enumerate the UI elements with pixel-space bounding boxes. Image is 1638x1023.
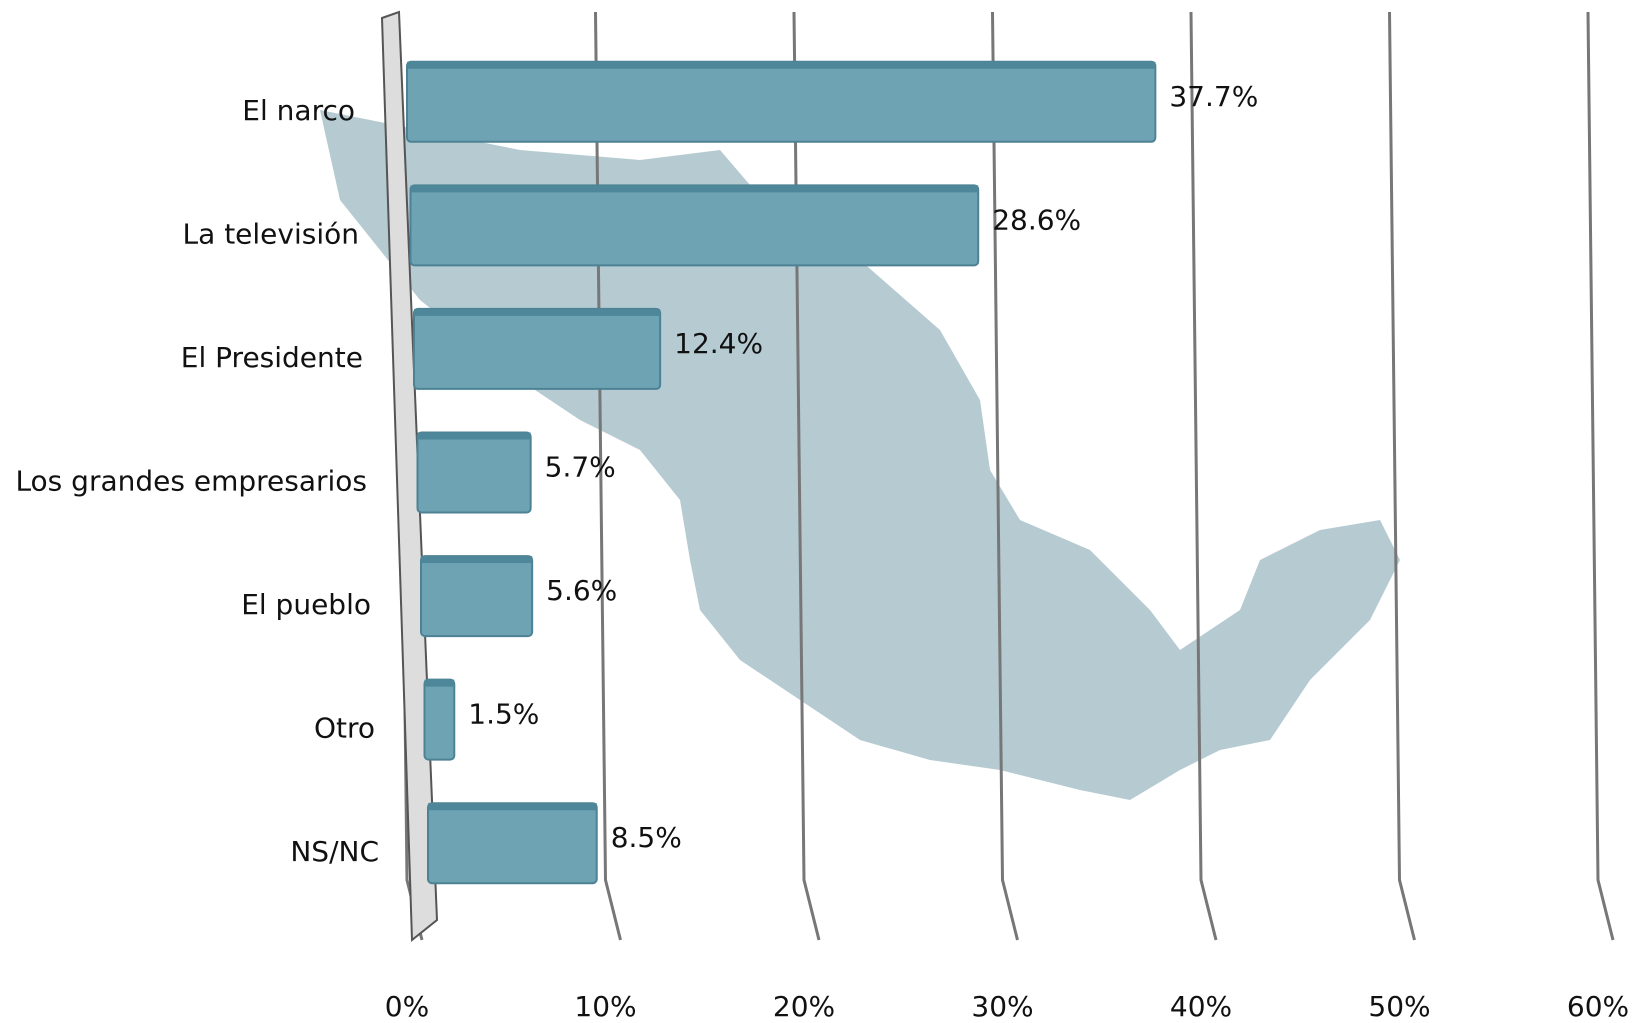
bar-top: [417, 432, 531, 440]
grid-line: [1189, 11, 1218, 941]
bar: [409, 184, 980, 267]
value-label: 5.6%: [546, 574, 617, 607]
grid-line: [1586, 11, 1615, 941]
bar-top: [407, 61, 1156, 69]
y-tick-label: NS/NC: [290, 835, 379, 868]
value-label: 5.7%: [545, 451, 616, 484]
x-tick-label: 30%: [971, 990, 1033, 1023]
bar: [427, 802, 598, 885]
value-label: 1.5%: [468, 698, 539, 731]
bar-top: [428, 803, 597, 811]
value-label: 37.7%: [1169, 80, 1258, 113]
bar: [406, 60, 1157, 143]
bar: [416, 431, 532, 514]
bar: [420, 555, 534, 638]
plot: 0% 10% 20% 30% 40% 50% 60% El narco 37.7% La tele…: [15, 10, 1629, 1023]
value-label: 12.4%: [674, 327, 763, 360]
grid-line: [991, 11, 1019, 941]
x-tick-label: 20%: [773, 990, 835, 1023]
map-background: [320, 110, 1400, 800]
value-label: 8.5%: [611, 821, 682, 854]
x-tick-label: 10%: [574, 990, 636, 1023]
grid-line: [594, 11, 622, 941]
bar-top: [414, 308, 661, 316]
bar-top: [421, 556, 533, 564]
y-tick-label: Los grandes empresarios: [15, 465, 367, 498]
bar-top: [410, 185, 979, 193]
bar-top: [424, 679, 455, 687]
grid-line: [792, 11, 821, 941]
y-tick-label: El Presidente: [181, 341, 363, 374]
y-tick-label: Otro: [314, 712, 375, 745]
x-tick-label: 0%: [385, 990, 429, 1023]
x-tick-label: 60%: [1567, 990, 1629, 1023]
y-tick-label: La televisión: [183, 217, 359, 250]
bar: [413, 307, 662, 390]
value-label: 28.6%: [992, 203, 1081, 236]
bar: [423, 678, 456, 761]
grid-line: [1388, 11, 1416, 941]
x-tick-label: 50%: [1368, 990, 1430, 1023]
y-tick-label: El narco: [242, 94, 355, 127]
y-tick-label: El pueblo: [241, 588, 371, 621]
x-tick-label: 40%: [1170, 990, 1232, 1023]
axis-wall: [380, 10, 439, 943]
